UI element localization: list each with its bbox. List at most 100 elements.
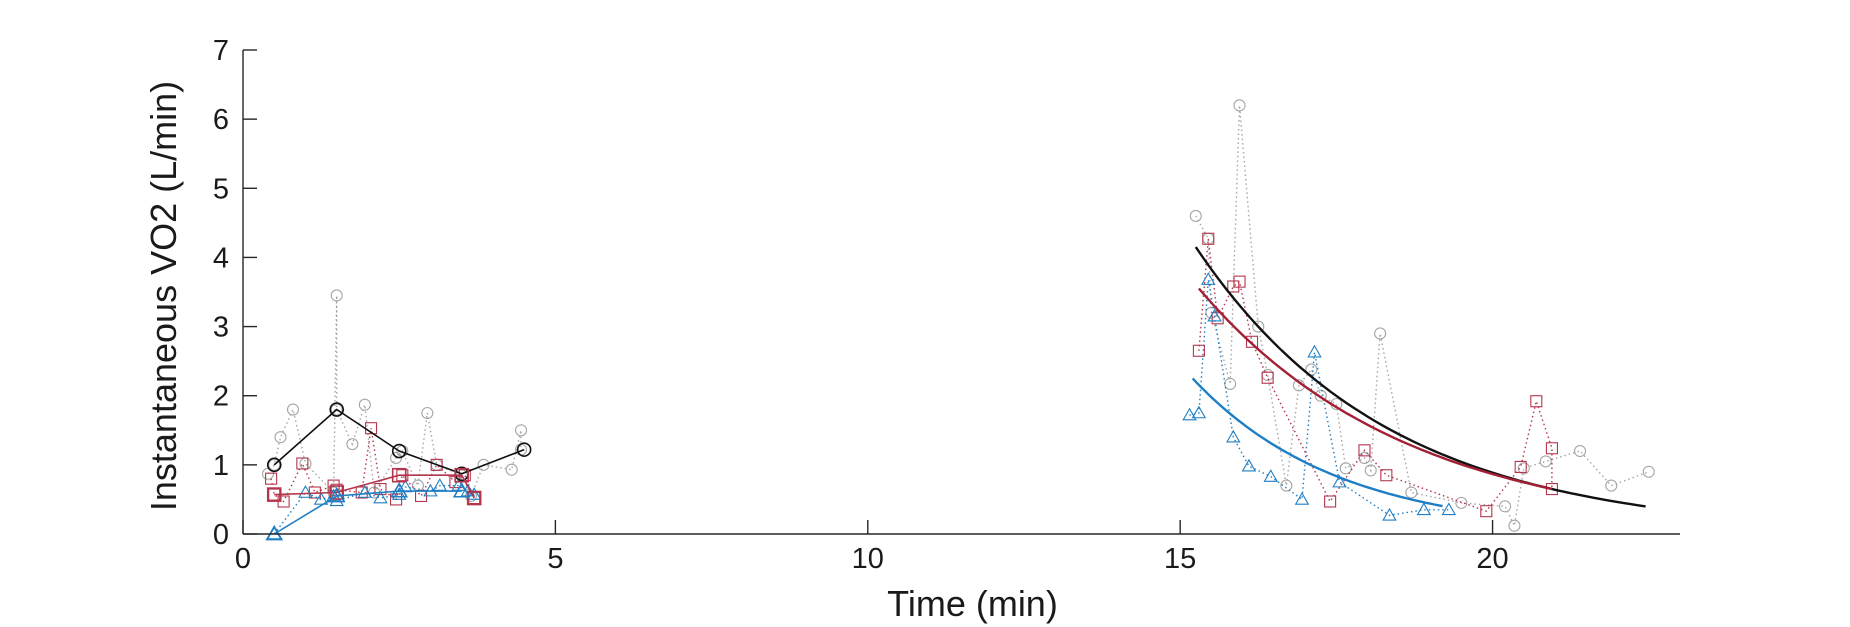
x-tick-label: 15 — [1164, 543, 1196, 575]
raw-series-line — [1198, 238, 1553, 513]
x-tick-label: 20 — [1476, 543, 1508, 575]
average-triangle-point — [327, 486, 346, 503]
raw-triangle-point — [1307, 344, 1322, 358]
raw-square-point — [1530, 395, 1543, 408]
raw-circle-point — [505, 463, 518, 476]
raw-triangle-point — [1416, 502, 1432, 516]
y-tick-label: 0 — [213, 519, 229, 551]
fit-curve — [1197, 287, 1553, 491]
raw-square-point — [1202, 232, 1215, 245]
raw-triangle-point — [1332, 474, 1347, 488]
average-triangle-point — [452, 482, 471, 498]
raw-square-point — [1545, 483, 1558, 496]
raw-circle-point — [299, 457, 312, 470]
average-series-line — [273, 490, 462, 535]
raw-square-point — [296, 457, 309, 470]
raw-triangle-point — [1207, 308, 1222, 322]
raw-circle-point — [286, 403, 300, 416]
x-tick-label: 5 — [547, 543, 563, 575]
raw-circle-point — [1374, 327, 1387, 340]
y-axis-title: Instantaneous VO2 (L/min) — [143, 81, 184, 511]
raw-circle-point — [1517, 462, 1530, 475]
raw-triangle-point — [1241, 458, 1257, 472]
raw-triangle-point — [329, 493, 344, 507]
fit-curve — [1194, 246, 1646, 508]
raw-square-point — [1514, 460, 1527, 473]
raw-circle-point — [330, 289, 343, 302]
average-circle-point — [266, 457, 282, 473]
x-tick-label: 0 — [235, 543, 251, 575]
raw-circle-point — [1499, 500, 1512, 513]
average-square-point — [466, 490, 482, 506]
raw-triangle-point — [298, 485, 313, 498]
raw-triangle-point — [1201, 272, 1216, 285]
average-series-line — [273, 408, 525, 475]
y-tick-label: 7 — [213, 35, 229, 67]
raw-circle-point — [1314, 389, 1327, 402]
raw-circle-point — [514, 424, 528, 437]
average-series-line — [274, 474, 475, 499]
raw-circle-point — [1364, 464, 1377, 477]
raw-triangle-point — [1182, 407, 1197, 421]
raw-triangle-point — [373, 490, 388, 504]
raw-circle-point — [268, 458, 281, 471]
average-triangle-point — [265, 524, 284, 541]
raw-square-point — [374, 483, 387, 496]
raw-triangle-point — [391, 487, 407, 500]
raw-square-point — [355, 486, 368, 499]
raw-circle-point — [390, 451, 403, 464]
raw-square-point — [1245, 335, 1259, 348]
raw-triangle-point — [432, 478, 448, 491]
raw-square-point — [1227, 280, 1240, 293]
raw-circle-point — [1305, 363, 1318, 376]
raw-circle-point — [346, 438, 359, 451]
raw-circle-point — [1261, 368, 1274, 382]
average-circle-point — [329, 402, 345, 417]
raw-circle-point — [1280, 479, 1293, 492]
raw-circle-point — [1539, 455, 1552, 468]
raw-square-point — [1358, 444, 1371, 457]
raw-triangle-point — [313, 491, 329, 505]
y-tick-label: 6 — [213, 104, 229, 136]
raw-circle-point — [477, 458, 490, 471]
raw-triangle-point — [1226, 429, 1241, 443]
raw-square-point — [1192, 344, 1205, 357]
x-axis-title: Time (min) — [887, 583, 1058, 624]
raw-square-point — [1480, 505, 1493, 518]
raw-circle-point — [1189, 209, 1202, 222]
raw-square-point — [265, 472, 278, 485]
average-square-point — [454, 467, 469, 483]
y-tick-label: 2 — [213, 381, 229, 413]
raw-circle-point — [1455, 496, 1468, 509]
raw-square-point — [1233, 275, 1246, 288]
raw-circle-point — [330, 403, 343, 416]
fit-curve — [1191, 377, 1443, 508]
raw-series-line — [1195, 105, 1650, 529]
raw-circle-point — [1642, 465, 1655, 478]
raw-circle-point — [1339, 462, 1352, 475]
raw-circle-point — [1233, 99, 1246, 112]
average-square-point — [391, 467, 407, 483]
x-tick-label: 10 — [852, 543, 884, 575]
raw-circle-point — [1252, 320, 1265, 333]
y-tick-label: 3 — [213, 312, 229, 344]
raw-triangle-point — [1382, 507, 1397, 521]
raw-triangle-point — [1263, 469, 1279, 482]
average-circle-point — [516, 442, 532, 457]
raw-circle-point — [1508, 519, 1521, 532]
raw-square-point — [1545, 442, 1558, 455]
raw-triangle-point — [1441, 502, 1457, 516]
raw-circle-point — [411, 479, 424, 492]
raw-square-point — [1261, 371, 1274, 384]
average-square-point — [329, 485, 345, 500]
raw-circle-point — [358, 398, 371, 411]
raw-series-line — [1189, 279, 1449, 517]
raw-triangle-point — [357, 485, 373, 498]
average-square-point — [266, 487, 282, 502]
average-circle-point — [391, 443, 407, 459]
raw-circle-point — [274, 431, 287, 444]
raw-circle-point — [421, 406, 434, 420]
plot-area — [261, 99, 1655, 541]
raw-series-line — [270, 428, 475, 503]
